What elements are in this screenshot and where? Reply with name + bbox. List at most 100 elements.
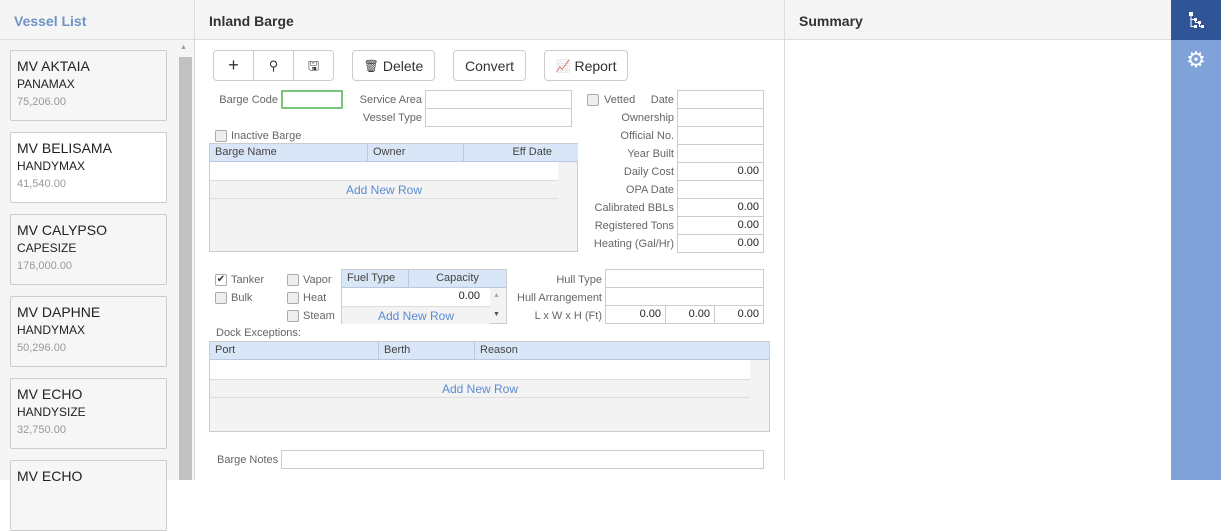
hierarchy-icon[interactable] [1171, 0, 1221, 40]
field-input[interactable] [677, 180, 764, 199]
bulk-checkbox[interactable] [215, 292, 227, 304]
tanker-checkbox[interactable]: ✔ [215, 274, 227, 286]
col-owner[interactable]: Owner [368, 144, 464, 162]
add-new-row-button[interactable]: Add New Row [210, 379, 750, 398]
hull-type-input[interactable] [605, 269, 764, 288]
vessel-name: MV ECHO [17, 386, 83, 402]
col-barge-name[interactable]: Barge Name [210, 144, 368, 162]
hull-type-label: Hull Type [556, 274, 602, 286]
fuel-grid: Fuel Type Capacity 0.00 Add New Row ▲ ▼ [341, 269, 507, 324]
field-input[interactable] [677, 90, 764, 109]
hull-arrangement-label: Hull Arrangement [517, 292, 602, 304]
vessel-list-title: Vessel List [0, 0, 195, 40]
vessel-value: 50,296.00 [17, 342, 66, 354]
vessel-card[interactable]: MV CALYPSO CAPESIZE 176,000.00 [10, 214, 167, 285]
field-label: Official No. [620, 130, 674, 142]
field-input[interactable]: 0.00 [677, 216, 764, 235]
vessel-value: 32,750.00 [17, 424, 66, 436]
field-label: OPA Date [625, 184, 674, 196]
vessel-name: MV CALYPSO [17, 222, 107, 238]
grid-row[interactable] [210, 162, 558, 180]
col-berth[interactable]: Berth [379, 342, 475, 360]
col-port[interactable]: Port [210, 342, 379, 360]
vessel-name: MV AKTAIA [17, 58, 90, 74]
grid-row[interactable] [210, 360, 750, 379]
delete-button[interactable]: 🗑 Delete [352, 50, 435, 81]
gear-icon[interactable]: ⚙ [1186, 47, 1206, 72]
vessel-card[interactable]: MV ECHO HANDYSIZE 32,750.00 [10, 378, 167, 449]
bulk-label: Bulk [231, 292, 253, 304]
field-label: Ownership [621, 112, 674, 124]
hull-arrangement-input[interactable] [605, 287, 764, 306]
chart-icon: 📈 [555, 58, 571, 73]
field-input[interactable] [677, 126, 764, 145]
field-input[interactable] [677, 108, 764, 127]
scroll-down-icon[interactable]: ▼ [493, 311, 500, 318]
vapor-checkbox[interactable] [287, 274, 299, 286]
trash-icon: 🗑 [363, 58, 379, 73]
add-button[interactable]: + [214, 51, 254, 80]
vessel-type-label: Vessel Type [362, 112, 422, 124]
vessel-name: MV BELISAMA [17, 140, 112, 156]
scroll-up-icon[interactable]: ▲ [180, 44, 187, 51]
toolbar-group: + ⚲ 🖫 [213, 50, 334, 81]
report-button[interactable]: 📈 Report [544, 50, 628, 81]
vessel-card[interactable]: MV ECHO [10, 460, 167, 531]
dimensions-label: L x W x H (Ft) [534, 310, 602, 322]
inactive-barge-label: Inactive Barge [231, 130, 302, 142]
col-eff-date[interactable]: Eff Date [464, 144, 578, 162]
tanker-label: Tanker [231, 274, 265, 286]
field-label: Calibrated BBLs [594, 202, 675, 214]
heat-label: Heat [303, 292, 327, 304]
field-input[interactable]: 0.00 [677, 234, 764, 253]
save-icon[interactable]: 🖫 [307, 58, 320, 73]
convert-button[interactable]: Convert [453, 50, 526, 81]
scroll-up-icon[interactable]: ▲ [493, 292, 500, 299]
capacity-cell[interactable]: 0.00 [342, 288, 490, 306]
vessel-type: HANDYMAX [17, 159, 86, 173]
service-area-input[interactable] [425, 90, 572, 109]
field-input[interactable] [677, 144, 764, 163]
scrollbar[interactable] [179, 57, 192, 480]
field-input[interactable]: 0.00 [677, 198, 764, 217]
length-input[interactable]: 0.00 [605, 305, 666, 324]
vessel-type: PANAMAX [17, 77, 75, 91]
add-new-row-button[interactable]: Add New Row [210, 180, 558, 199]
vetted-label: Vetted [604, 94, 636, 106]
vessel-type-input[interactable] [425, 108, 572, 127]
steam-checkbox[interactable] [287, 310, 299, 322]
search-icon[interactable]: ⚲ [254, 51, 294, 80]
delete-label: Delete [382, 57, 424, 74]
report-label: Report [574, 57, 617, 74]
field-label: Year Built [627, 148, 674, 160]
field-label: Heating (Gal/Hr) [593, 238, 674, 250]
barge-notes-label: Barge Notes [217, 454, 279, 466]
col-capacity[interactable]: Capacity [409, 270, 506, 288]
dock-exceptions-label: Dock Exceptions: [216, 327, 301, 339]
barge-notes-input[interactable] [281, 450, 764, 469]
barge-code-input[interactable] [281, 90, 343, 109]
vessel-card[interactable]: MV AKTAIA PANAMAX 75,206.00 [10, 50, 167, 121]
vessel-card[interactable]: MV BELISAMA HANDYMAX 41,540.00 [10, 132, 167, 203]
field-label: Daily Cost [623, 166, 674, 178]
vessel-name: MV DAPHNE [17, 304, 101, 320]
vessel-type: CAPESIZE [17, 241, 77, 255]
width-input[interactable]: 0.00 [665, 305, 715, 324]
heat-checkbox[interactable] [287, 292, 299, 304]
field-label: Registered Tons [594, 220, 674, 232]
dock-exceptions-grid: Port Berth Reason Add New Row [209, 341, 770, 432]
add-new-row-button[interactable]: Add New Row [342, 306, 490, 324]
vessel-type: HANDYMAX [17, 323, 86, 337]
height-input[interactable]: 0.00 [714, 305, 764, 324]
steam-label: Steam [303, 310, 335, 322]
date-label: Date [650, 94, 674, 106]
col-reason[interactable]: Reason [475, 342, 769, 360]
vessel-card[interactable]: MV DAPHNE HANDYMAX 50,296.00 [10, 296, 167, 367]
vessel-type: HANDYSIZE [17, 405, 86, 419]
vetted-checkbox[interactable] [587, 94, 599, 106]
inactive-barge-checkbox[interactable] [215, 130, 227, 142]
field-input[interactable]: 0.00 [677, 162, 764, 181]
col-fuel-type[interactable]: Fuel Type [342, 270, 409, 288]
barge-grid: Barge Name Owner Eff Date Add New Row [209, 143, 578, 252]
vessel-name: MV ECHO [17, 468, 83, 484]
